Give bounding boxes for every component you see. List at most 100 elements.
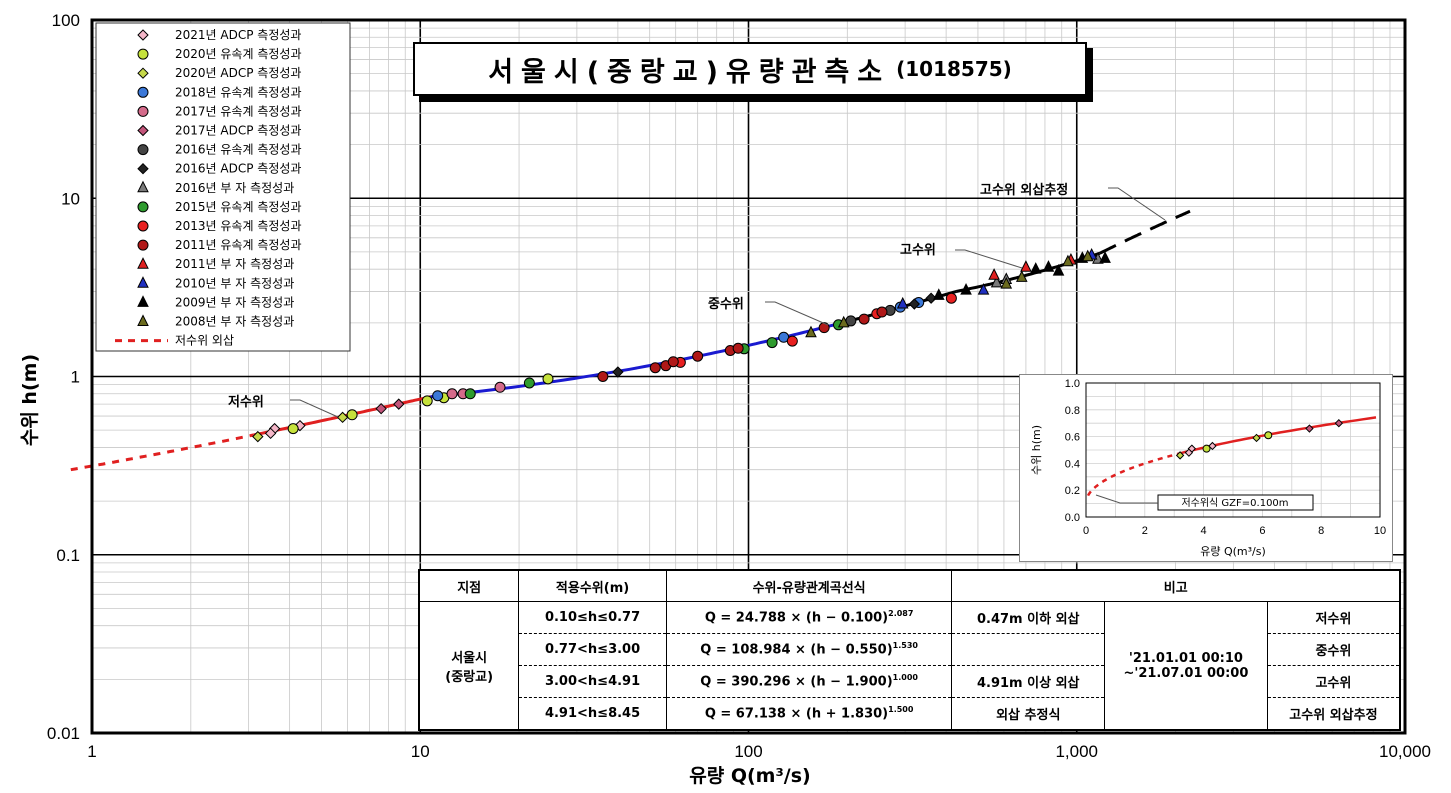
rating-curve-segment	[70, 433, 255, 472]
data-point	[612, 366, 624, 378]
data-point	[925, 292, 937, 304]
x-tick-label: 10,000	[1379, 742, 1431, 761]
note-cell: 4.91m 이상 외삽	[951, 665, 1106, 698]
data-point	[1081, 249, 1094, 262]
data-point	[494, 381, 506, 393]
rating-curve-segment	[1099, 209, 1191, 255]
legend-marker	[137, 144, 149, 156]
data-point	[945, 292, 957, 304]
data-point	[876, 306, 888, 318]
legend-label: 2016년 ADCP 측정성과	[175, 162, 301, 176]
header-note: 비고	[951, 570, 1401, 602]
legend-label: 2011년 부 자 측정성과	[175, 257, 294, 271]
legend-label: 2020년 ADCP 측정성과	[175, 66, 301, 80]
annotation-label: 중수위	[708, 297, 744, 312]
period-end: ~'21.07.01 00:00	[1123, 665, 1249, 681]
legend-label: 2015년 유속계 측정성과	[175, 200, 302, 214]
inset-data-point	[1175, 451, 1185, 460]
data-point	[805, 325, 817, 338]
inset-x-tick: 4	[1201, 525, 1207, 537]
inset-data-point	[1252, 433, 1261, 443]
data-point	[908, 298, 921, 310]
data-point	[766, 337, 778, 349]
legend-label: 2013년 유속계 측정성과	[175, 219, 302, 233]
inset-y-tick: 0.2	[1065, 485, 1080, 497]
header-equation: 수위-유량관계곡선식	[665, 570, 953, 602]
legend-marker	[137, 295, 149, 307]
legend-label: 2016년 유속계 측정성과	[175, 143, 302, 157]
legend-marker	[137, 180, 149, 193]
legend-label: 2010년 부 자 측정성과	[175, 276, 294, 290]
legend-box	[95, 22, 351, 352]
data-point	[1062, 254, 1074, 267]
data-point	[393, 398, 405, 410]
legend: 2021년 ADCP 측정성과 2020년 유속계 측정성과 2020년 ADCP …	[95, 22, 351, 352]
legend-marker	[137, 124, 149, 137]
legend-label: 2011년 유속계 측정성과	[175, 238, 302, 252]
exponent: 1.530	[892, 641, 918, 651]
data-point	[649, 362, 661, 374]
data-point	[960, 283, 972, 295]
inset-y-tick: 1.0	[1065, 378, 1080, 390]
legend-marker	[137, 220, 149, 232]
legend-label: 2018년 유속계 측정성과	[175, 85, 302, 99]
y-tick-label: 10	[61, 189, 80, 208]
data-point	[421, 395, 433, 407]
y-tick-label: 1	[71, 368, 80, 387]
x-tick-label: 1	[87, 742, 96, 761]
legend-marker	[137, 29, 149, 41]
legend-label: 2008년 부 자 측정성과	[175, 315, 294, 329]
data-point	[1042, 260, 1055, 272]
inset-note: 저수위식 GZF=0.100m	[1181, 496, 1288, 509]
legend-marker	[137, 86, 149, 98]
legend-marker	[137, 67, 149, 79]
data-point	[786, 335, 798, 347]
inset-plot: 0 2 4 6 8 10 0.0 0.2 0.4 0.6 0.8 1.0 유량 Q(m³/s) 수위 h(…	[1030, 378, 1386, 558]
data-point	[264, 427, 277, 440]
inset-y-tick: 0.0	[1065, 512, 1080, 524]
inset-note-leader	[1095, 494, 1158, 504]
inset-curve	[1177, 416, 1377, 456]
annotation-label: 고수위	[900, 243, 936, 258]
equation-cell: Q = 108.984 × (h − 0.550)1.530	[665, 633, 953, 666]
legend-marker	[137, 314, 149, 326]
exponent: 1.000	[892, 673, 918, 683]
inset-data-point	[1184, 448, 1194, 457]
legend-marker	[137, 48, 149, 60]
equation-cell: Q = 390.296 × (h − 1.900)1.000	[665, 665, 953, 698]
period-cell: '21.01.01 00:10 ~'21.07.01 00:00	[1104, 601, 1268, 730]
data-point	[977, 283, 990, 295]
inset-x-tick: 8	[1318, 525, 1324, 537]
inset-x-tick: 0	[1083, 525, 1089, 537]
note-cell: 0.47m 이하 외삽	[951, 601, 1106, 634]
inset-data-point	[1202, 444, 1211, 453]
legend-marker	[137, 162, 149, 175]
data-point	[252, 430, 264, 443]
data-point	[1099, 251, 1111, 263]
range-cell: 3.00<h≤4.91	[518, 665, 667, 698]
legend-marker	[137, 201, 149, 213]
exponent: 1.500	[888, 705, 914, 715]
equation-cell: Q = 67.138 × (h + 1.830)1.500	[665, 697, 953, 730]
station-sub: (중랑교)	[445, 669, 494, 685]
data-point	[336, 411, 349, 424]
stage-cell: 고수위 외삽추정	[1266, 697, 1401, 730]
equation: Q = 67.138 × (h + 1.830)	[704, 706, 889, 722]
period-start: '21.01.01 00:10	[1128, 650, 1243, 666]
legend-label: 2016년 부 자 측정성과	[175, 181, 294, 195]
data-point	[837, 315, 850, 328]
inset-data-point	[1305, 424, 1314, 433]
range-cell: 0.10≤h≤0.77	[518, 601, 667, 634]
data-point	[1000, 276, 1013, 289]
inset-chart: 0 2 4 6 8 10 0.0 0.2 0.4 0.6 0.8 1.0 유량 Q(m³/s) 수위 h(…	[1019, 374, 1393, 562]
legend-label: 2017년 ADCP 측정성과	[175, 124, 301, 138]
data-point	[858, 313, 870, 325]
data-point	[896, 296, 909, 309]
data-point	[818, 322, 830, 334]
stage-cell: 저수위	[1266, 601, 1401, 634]
header-station: 지점	[418, 570, 520, 602]
data-point	[523, 377, 535, 389]
range-cell: 4.91<h≤8.45	[518, 697, 667, 730]
data-point	[933, 288, 945, 300]
